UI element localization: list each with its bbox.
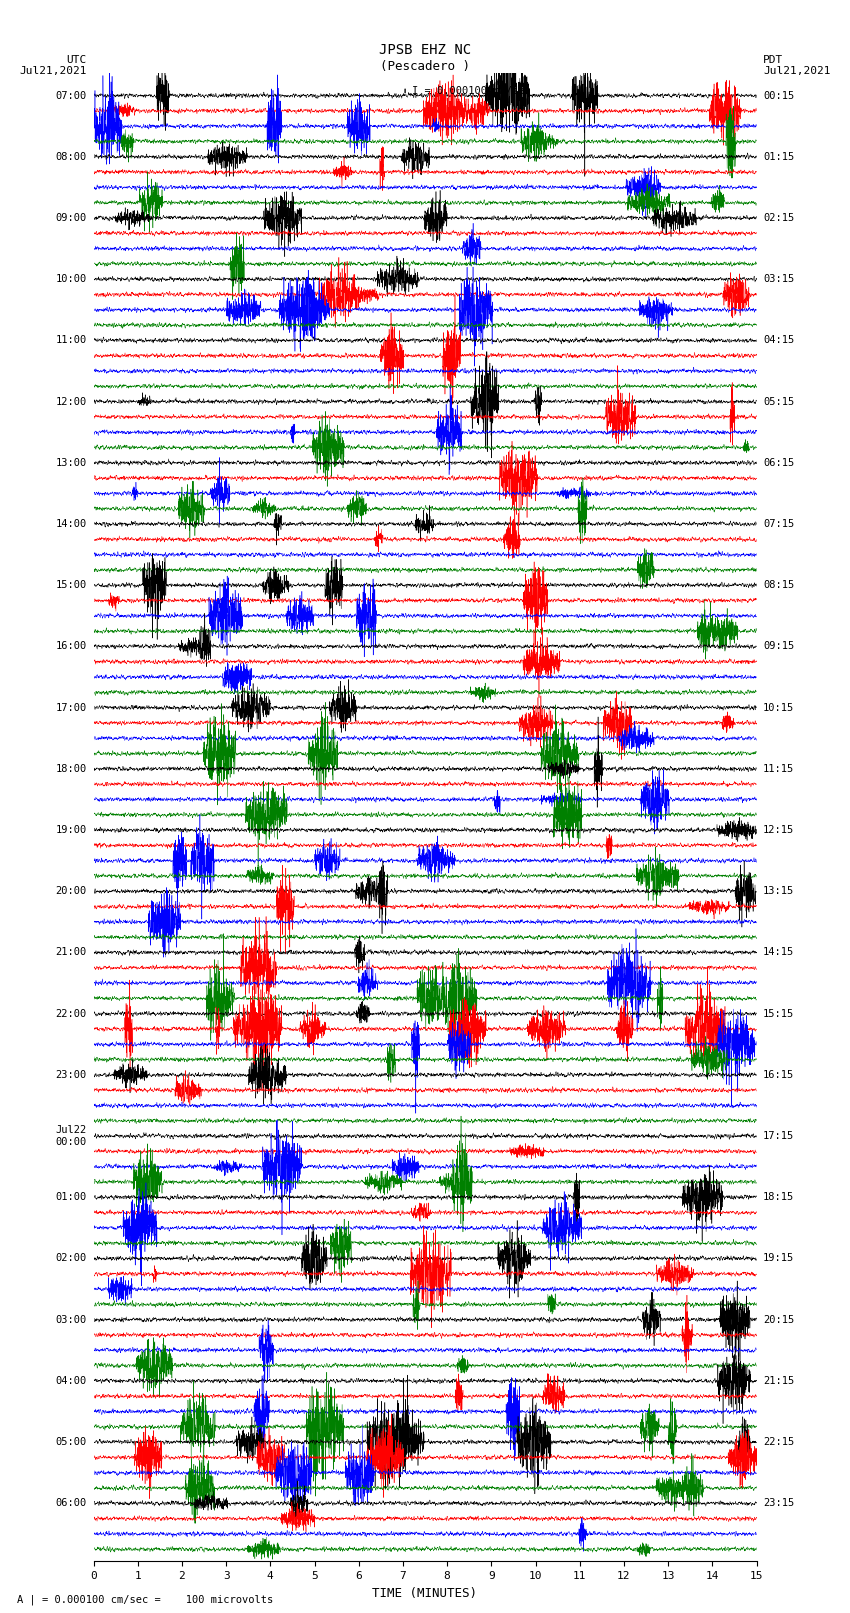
Text: 10:00: 10:00 [55, 274, 87, 284]
Text: 18:15: 18:15 [763, 1192, 795, 1202]
Text: Jul21,2021: Jul21,2021 [20, 66, 87, 76]
Text: 07:00: 07:00 [55, 90, 87, 100]
Text: 13:15: 13:15 [763, 886, 795, 897]
Text: 22:15: 22:15 [763, 1437, 795, 1447]
Text: 09:15: 09:15 [763, 642, 795, 652]
Text: UTC: UTC [66, 55, 87, 65]
Text: 02:00: 02:00 [55, 1253, 87, 1263]
Text: 12:00: 12:00 [55, 397, 87, 406]
Text: 20:15: 20:15 [763, 1315, 795, 1324]
Text: 11:00: 11:00 [55, 336, 87, 345]
Text: 19:15: 19:15 [763, 1253, 795, 1263]
Text: JPSB EHZ NC: JPSB EHZ NC [379, 44, 471, 58]
Text: 17:00: 17:00 [55, 703, 87, 713]
Text: 23:00: 23:00 [55, 1069, 87, 1079]
Text: 07:15: 07:15 [763, 519, 795, 529]
Text: 10:15: 10:15 [763, 703, 795, 713]
Text: 18:00: 18:00 [55, 765, 87, 774]
Text: 21:00: 21:00 [55, 947, 87, 958]
Text: 08:00: 08:00 [55, 152, 87, 161]
Text: 15:15: 15:15 [763, 1008, 795, 1018]
Text: 01:00: 01:00 [55, 1192, 87, 1202]
Text: 20:00: 20:00 [55, 886, 87, 897]
Text: 11:15: 11:15 [763, 765, 795, 774]
Text: 03:00: 03:00 [55, 1315, 87, 1324]
Text: 17:15: 17:15 [763, 1131, 795, 1140]
Text: 16:00: 16:00 [55, 642, 87, 652]
Text: 09:00: 09:00 [55, 213, 87, 223]
Text: 23:15: 23:15 [763, 1498, 795, 1508]
Text: 15:00: 15:00 [55, 581, 87, 590]
X-axis label: TIME (MINUTES): TIME (MINUTES) [372, 1587, 478, 1600]
Text: 21:15: 21:15 [763, 1376, 795, 1386]
Text: PDT: PDT [763, 55, 784, 65]
Text: (Pescadero ): (Pescadero ) [380, 60, 470, 73]
Text: 01:15: 01:15 [763, 152, 795, 161]
Text: 14:00: 14:00 [55, 519, 87, 529]
Text: 05:15: 05:15 [763, 397, 795, 406]
Text: 13:00: 13:00 [55, 458, 87, 468]
Text: 19:00: 19:00 [55, 824, 87, 836]
Text: 06:15: 06:15 [763, 458, 795, 468]
Text: I = 0.000100 cm/sec: I = 0.000100 cm/sec [411, 85, 530, 95]
Text: 04:00: 04:00 [55, 1376, 87, 1386]
Text: Jul21,2021: Jul21,2021 [763, 66, 830, 76]
Text: 00:15: 00:15 [763, 90, 795, 100]
Text: 14:15: 14:15 [763, 947, 795, 958]
Text: 06:00: 06:00 [55, 1498, 87, 1508]
Text: 04:15: 04:15 [763, 336, 795, 345]
Text: Jul22
00:00: Jul22 00:00 [55, 1126, 87, 1147]
Text: 12:15: 12:15 [763, 824, 795, 836]
Text: 02:15: 02:15 [763, 213, 795, 223]
Text: 22:00: 22:00 [55, 1008, 87, 1018]
Text: 05:00: 05:00 [55, 1437, 87, 1447]
Text: 16:15: 16:15 [763, 1069, 795, 1079]
Text: 08:15: 08:15 [763, 581, 795, 590]
Text: 03:15: 03:15 [763, 274, 795, 284]
Text: A | = 0.000100 cm/sec =    100 microvolts: A | = 0.000100 cm/sec = 100 microvolts [17, 1594, 273, 1605]
